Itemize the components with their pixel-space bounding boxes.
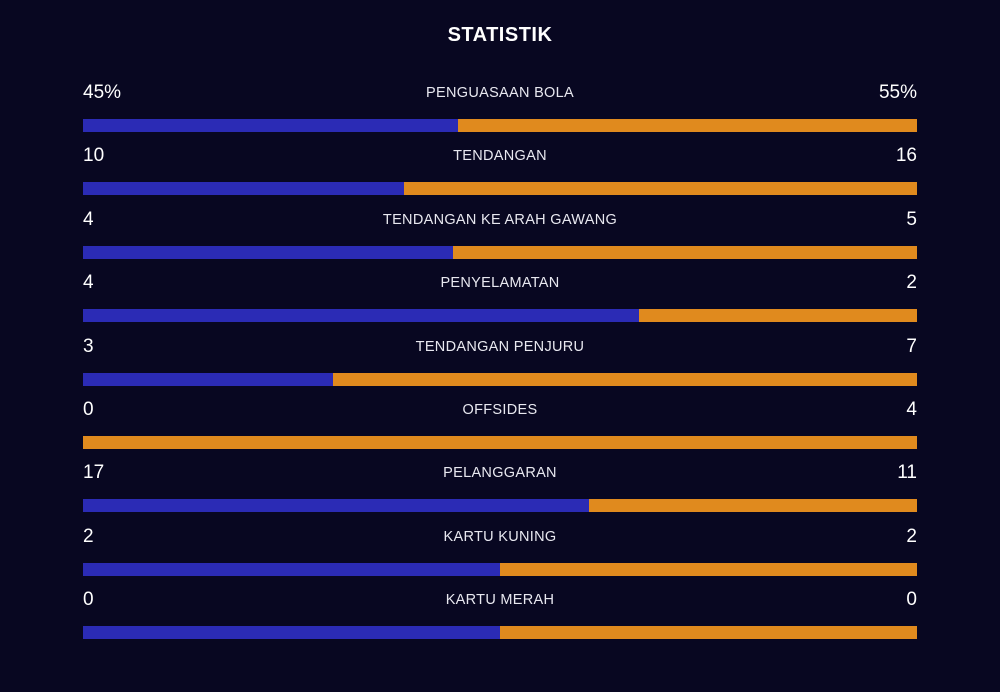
away-bar-fill: [453, 245, 917, 259]
stat-bar: [83, 562, 917, 576]
stat-label: TENDANGAN KE ARAH GAWANG: [382, 211, 618, 228]
stat-label: KARTU MERAH: [445, 592, 555, 609]
stat-label: PELANGGARAN: [443, 465, 557, 482]
stat-row-shots: 10 TENDANGAN 16: [83, 141, 917, 204]
home-bar-fill: [83, 119, 459, 132]
away-bar-fill: [500, 562, 917, 576]
home-value: 0: [83, 589, 94, 611]
home-bar-fill: [83, 245, 454, 259]
stat-row-yellow-cards: 2 KARTU KUNING 2: [83, 522, 917, 585]
away-value: 7: [906, 335, 917, 357]
home-value: 0: [83, 398, 94, 420]
home-value: 4: [83, 208, 94, 230]
home-value: 10: [83, 145, 105, 167]
stat-row-fouls: 17 PELANGGARAN 11: [83, 458, 917, 521]
stats-list: 45% PENGUASAAN BOLA 55% 10 TENDANGAN 16 …: [83, 78, 917, 649]
stat-label: OFFSIDES: [462, 401, 538, 418]
away-bar-fill: [404, 182, 917, 196]
away-value: 2: [906, 272, 917, 294]
away-value: 2: [906, 525, 917, 547]
stat-row-possession: 45% PENGUASAAN BOLA 55%: [83, 78, 917, 141]
away-bar-fill: [458, 119, 917, 132]
away-bar-fill: [333, 372, 917, 386]
home-bar-fill: [83, 499, 590, 513]
away-value: 55%: [878, 82, 917, 103]
away-value: 11: [897, 462, 917, 484]
away-value: 16: [895, 145, 917, 167]
home-value: 2: [83, 525, 94, 547]
home-value: 3: [83, 335, 94, 357]
away-value: 5: [906, 208, 917, 230]
stat-label: KARTU KUNING: [443, 528, 557, 545]
home-value: 4: [83, 272, 94, 294]
away-bar-fill: [589, 499, 917, 513]
stat-row-offsides: 0 OFFSIDES 4: [83, 395, 917, 458]
home-bar-fill: [83, 309, 640, 323]
away-bar-fill: [639, 309, 917, 323]
stat-row-shots-on-target: 4 TENDANGAN KE ARAH GAWANG 5: [83, 205, 917, 268]
home-bar-fill: [83, 562, 500, 576]
stat-bar: [83, 182, 917, 196]
stat-bar: [83, 245, 917, 259]
stats-title: STATISTIK: [447, 24, 553, 46]
stat-bar: [83, 372, 917, 386]
stat-bar: [83, 626, 917, 640]
home-value: 45%: [83, 82, 122, 103]
away-value: 4: [906, 398, 917, 420]
stat-row-saves: 4 PENYELAMATAN 2: [83, 268, 917, 331]
home-bar-fill: [83, 182, 405, 196]
away-bar-fill: [500, 626, 917, 640]
home-bar-fill: [83, 626, 500, 640]
stat-label: TENDANGAN: [453, 148, 547, 165]
stat-row-red-cards: 0 KARTU MERAH 0: [83, 585, 917, 648]
stat-bar: [83, 309, 917, 323]
away-value: 0: [906, 589, 917, 611]
home-value: 17: [83, 462, 105, 484]
stat-label: PENGUASAAN BOLA: [426, 85, 574, 101]
stat-label: PENYELAMATAN: [440, 275, 560, 292]
away-bar-fill: [83, 435, 917, 449]
stat-row-corners: 3 TENDANGAN PENJURU 7: [83, 332, 917, 395]
stat-label: TENDANGAN PENJURU: [415, 338, 585, 355]
home-bar-fill: [83, 372, 334, 386]
stat-bar: [83, 499, 917, 513]
stat-bar: [83, 435, 917, 449]
stat-bar: [83, 119, 917, 132]
